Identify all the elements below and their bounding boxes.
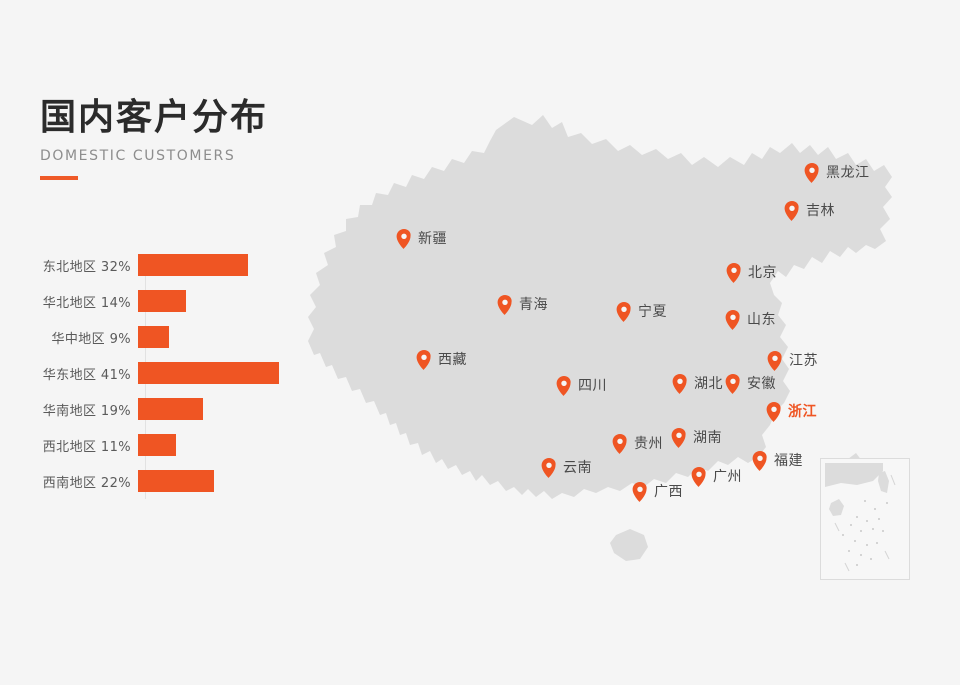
map-marker-label: 湖北 <box>694 376 723 392</box>
bar-row: 西南地区 22% <box>0 468 300 494</box>
map-marker[interactable]: 广州 <box>691 467 742 487</box>
bar-fill <box>138 326 169 348</box>
map-pin-icon <box>396 229 411 249</box>
bar-row: 东北地区 32% <box>0 252 300 278</box>
map-pin-icon <box>752 451 767 471</box>
map-marker-label: 广西 <box>654 484 683 500</box>
bar-track <box>138 396 300 422</box>
map-pin-icon <box>497 295 512 315</box>
map-marker-label: 贵州 <box>634 436 663 452</box>
map-marker[interactable]: 浙江 <box>766 402 817 422</box>
bar-label: 华北地区 14% <box>42 295 131 311</box>
bar-row: 华东地区 41% <box>0 360 300 386</box>
map-marker[interactable]: 福建 <box>752 451 803 471</box>
bar-track <box>138 288 300 314</box>
bar-row: 华中地区 9% <box>0 324 300 350</box>
mainland-region-shape <box>308 115 892 499</box>
map-marker-label: 北京 <box>748 265 777 281</box>
map-marker-label: 吉林 <box>806 203 835 219</box>
inset-map-shape <box>825 463 896 572</box>
map-pin-icon <box>725 310 740 330</box>
bar-label: 西北地区 11% <box>42 439 131 455</box>
map-pin-icon <box>612 434 627 454</box>
map-marker[interactable]: 湖南 <box>671 428 722 448</box>
map-marker[interactable]: 安徽 <box>725 374 776 394</box>
map-pin-icon <box>632 482 647 502</box>
bar-fill <box>138 434 176 456</box>
map-marker[interactable]: 青海 <box>497 295 548 315</box>
map-marker[interactable]: 吉林 <box>784 201 835 221</box>
map-pin-icon <box>726 263 741 283</box>
bar-track <box>138 324 300 350</box>
map-marker-label: 云南 <box>563 460 592 476</box>
map-marker-label: 湖南 <box>693 430 722 446</box>
map-marker-label: 新疆 <box>418 231 447 247</box>
bar-row: 西北地区 11% <box>0 432 300 458</box>
map-marker[interactable]: 新疆 <box>396 229 447 249</box>
bar-fill <box>138 254 249 276</box>
map-marker-label: 黑龙江 <box>826 165 870 181</box>
map-pin-icon <box>541 458 556 478</box>
map-marker-label: 江苏 <box>789 353 818 369</box>
header-block: 国内客户分布 DOMESTIC CUSTOMERS <box>40 96 380 180</box>
map-pin-icon <box>784 201 799 221</box>
hainan-island-shape <box>610 529 648 561</box>
bar-label: 华东地区 41% <box>42 367 131 383</box>
bar-row: 华南地区 19% <box>0 396 300 422</box>
map-marker-label: 福建 <box>774 453 803 469</box>
map-marker-label: 浙江 <box>788 404 817 420</box>
map-pin-icon <box>766 402 781 422</box>
map-pin-icon <box>725 374 740 394</box>
map-pin-icon <box>672 374 687 394</box>
map-marker[interactable]: 黑龙江 <box>804 163 870 183</box>
bar-fill <box>138 290 187 312</box>
bar-track <box>138 468 300 494</box>
map-marker-label: 安徽 <box>747 376 776 392</box>
south-china-sea-inset <box>820 458 910 580</box>
map-pin-icon <box>804 163 819 183</box>
map-marker-label: 青海 <box>519 297 548 313</box>
map-marker-label: 山东 <box>747 312 776 328</box>
map-marker[interactable]: 江苏 <box>767 351 818 371</box>
china-map: 黑龙江吉林北京 新疆青海 宁夏山东西藏 江苏四川 湖北 安徽 浙江湖南 贵州福建 云南广州广西 <box>300 95 960 615</box>
page-subtitle: DOMESTIC CUSTOMERS <box>40 148 236 164</box>
map-pin-icon <box>616 302 631 322</box>
map-marker[interactable]: 西藏 <box>416 350 467 370</box>
map-marker[interactable]: 贵州 <box>612 434 663 454</box>
bar-fill <box>138 470 214 492</box>
page-title: 国内客户分布 <box>40 97 269 138</box>
map-pin-icon <box>767 351 782 371</box>
map-marker[interactable]: 云南 <box>541 458 592 478</box>
bar-rows-container: 东北地区 32% 华北地区 14% 华中地区 9% 华东地区 41% 华南地区 19% 西… <box>0 252 300 494</box>
map-marker[interactable]: 湖北 <box>672 374 723 394</box>
map-marker-label: 宁夏 <box>638 304 667 320</box>
bar-track <box>138 432 300 458</box>
accent-rule <box>40 176 78 180</box>
map-marker[interactable]: 北京 <box>726 263 777 283</box>
map-marker[interactable]: 宁夏 <box>616 302 667 322</box>
bar-fill <box>138 398 204 420</box>
bar-fill <box>138 362 280 384</box>
map-marker-label: 广州 <box>713 469 742 485</box>
region-bar-chart: 东北地区 32% 华北地区 14% 华中地区 9% 华东地区 41% 华南地区 19% 西… <box>0 252 300 504</box>
bar-track <box>138 252 300 278</box>
bar-label: 西南地区 22% <box>42 475 131 491</box>
map-marker[interactable]: 广西 <box>632 482 683 502</box>
bar-label: 华中地区 9% <box>51 331 131 347</box>
map-pin-icon <box>691 467 706 487</box>
map-marker[interactable]: 四川 <box>556 376 607 396</box>
map-pin-icon <box>556 376 571 396</box>
map-marker-label: 四川 <box>578 378 607 394</box>
map-marker-label: 西藏 <box>438 352 467 368</box>
map-pin-icon <box>671 428 686 448</box>
bar-track <box>138 360 300 386</box>
map-marker[interactable]: 山东 <box>725 310 776 330</box>
bar-label: 东北地区 32% <box>42 259 131 275</box>
map-pin-icon <box>416 350 431 370</box>
bar-row: 华北地区 14% <box>0 288 300 314</box>
bar-label: 华南地区 19% <box>42 403 131 419</box>
